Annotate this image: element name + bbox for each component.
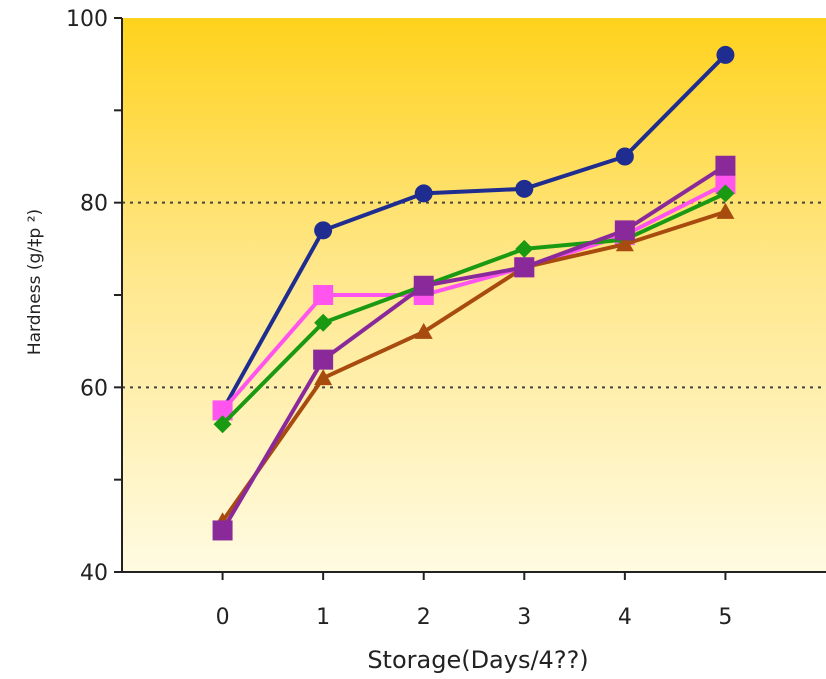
data-point (716, 184, 735, 203)
series-line (221, 182, 727, 412)
y-tick-label: 40 (80, 561, 108, 586)
data-point (615, 235, 634, 252)
data-point (515, 239, 534, 258)
x-tick-label: 4 (618, 605, 632, 630)
x-tick-label: 1 (316, 605, 330, 630)
data-point (314, 313, 333, 332)
series-layer (212, 45, 736, 541)
axes (114, 17, 826, 580)
data-point (414, 184, 433, 203)
y-tick-label: 80 (80, 192, 108, 217)
x-tick-label: 5 (718, 605, 732, 630)
data-point (716, 202, 735, 219)
data-point (413, 275, 434, 296)
x-axis-title: Storage(Days/4??) (367, 646, 588, 674)
series-5 (212, 155, 736, 541)
x-tick-label: 0 (216, 605, 230, 630)
data-point (414, 322, 433, 339)
data-point (314, 221, 333, 240)
data-point (615, 147, 634, 166)
data-point (212, 400, 233, 421)
data-point (715, 174, 736, 195)
series-line (221, 191, 727, 426)
data-point (212, 520, 233, 541)
x-tick-label: 2 (417, 605, 431, 630)
data-point (313, 285, 334, 305)
plot-background (122, 18, 826, 572)
data-point (514, 257, 535, 278)
data-point (715, 155, 736, 176)
data-point (213, 415, 232, 434)
y-axis-title: Hardness (g/‡p ²) (25, 209, 45, 355)
data-point (515, 179, 534, 198)
data-point (314, 369, 333, 386)
series-line (220, 164, 727, 532)
data-point (716, 45, 735, 64)
x-tick-label: 3 (517, 605, 531, 630)
series-line (220, 209, 727, 523)
series-line (220, 53, 727, 412)
tick-labels: 40 60 80 100 0 1 2 3 4 5 (66, 7, 732, 630)
y-tick-label: 100 (66, 7, 108, 32)
data-point (614, 220, 635, 241)
y-tick-label: 60 (80, 376, 108, 401)
data-point (313, 349, 334, 370)
